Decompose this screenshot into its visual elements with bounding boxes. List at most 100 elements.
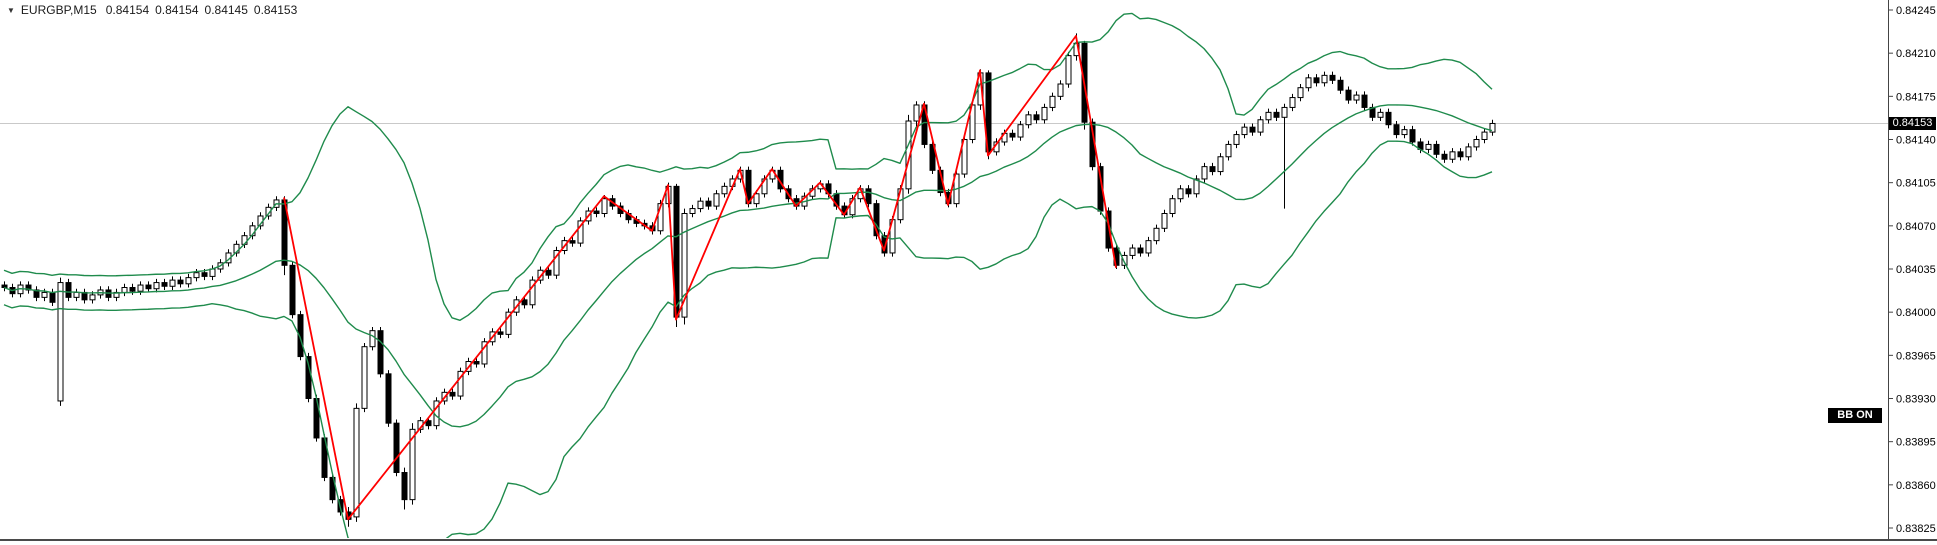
symbol-timeframe-label: EURGBP,M15 (20, 3, 97, 17)
candle-body (169, 279, 176, 287)
chart-header: ▼ EURGBP,M15 0.84154 0.84154 0.84145 0.8… (7, 3, 303, 17)
candle-body (1233, 134, 1240, 145)
candle-body (1385, 111, 1392, 126)
bollinger-bands (3, 12, 1493, 538)
candle-body (409, 428, 416, 501)
candle-body (961, 139, 968, 175)
candle-body (1473, 139, 1480, 148)
candle-body (1129, 247, 1136, 256)
candle-body (1329, 74, 1336, 81)
candle-body (1121, 254, 1128, 266)
candle-body (329, 476, 336, 501)
candle-body (1137, 247, 1144, 254)
axis-tick-label: 0.83930 (1896, 394, 1936, 406)
axis-tick-label: 0.83965 (1896, 350, 1936, 362)
candle-body (913, 104, 920, 122)
candle-body (1249, 126, 1256, 133)
quote-open: 0.84154 (105, 3, 150, 17)
candle-body (1161, 213, 1168, 229)
candle-body (1201, 166, 1208, 180)
candle-body (1457, 151, 1464, 158)
candle-body (1401, 129, 1408, 136)
candle-body (505, 311, 512, 335)
candle-body (137, 284, 144, 292)
axis-tick-label: 0.84070 (1896, 221, 1936, 233)
candle-body (1033, 114, 1040, 121)
bb-toggle-button[interactable]: BB ON (1828, 408, 1882, 423)
candle-body (1281, 106, 1288, 118)
candle-body (65, 282, 72, 298)
candle-body (1353, 94, 1360, 101)
candle-body (577, 220, 584, 244)
candle-body (1009, 132, 1016, 138)
candle-body (657, 203, 664, 232)
candle-body (193, 272, 200, 279)
candle-body (353, 407, 360, 518)
candle-body (1041, 106, 1048, 121)
candle-body (705, 200, 712, 207)
candle-body (1289, 97, 1296, 108)
candle-body (369, 330, 376, 348)
candle-body (185, 277, 192, 285)
zigzag-indicator (283, 35, 1117, 521)
candle-body (1017, 124, 1024, 138)
dropdown-caret-icon[interactable]: ▼ (7, 5, 15, 15)
candle-body (497, 331, 504, 335)
candle-body (289, 264, 296, 316)
candle-body (449, 391, 456, 397)
axis-tick-label: 0.83825 (1896, 523, 1936, 535)
axis-tick-label: 0.83860 (1896, 480, 1936, 492)
candle-body (153, 282, 160, 290)
candle-body (89, 294, 96, 301)
candle-body (1265, 111, 1272, 121)
candle-body (521, 299, 528, 306)
candle-body (201, 272, 208, 277)
candle-body (425, 420, 432, 427)
candle-body (1145, 240, 1152, 254)
candle-body (1169, 198, 1176, 214)
axis-tick-label: 0.83895 (1896, 437, 1936, 449)
candle-body (145, 284, 152, 290)
bottom-border (0, 539, 1937, 541)
candle-body (929, 143, 936, 171)
candle-body (1377, 111, 1384, 118)
candle-body (713, 193, 720, 207)
candle-body (689, 208, 696, 214)
candle-body (1025, 114, 1032, 126)
candle-body (473, 361, 480, 365)
candle-body (681, 213, 688, 318)
candle-body (41, 291, 48, 298)
axis-tick-label: 0.84000 (1896, 307, 1936, 319)
candle-body (1049, 95, 1056, 108)
candle-body (1345, 89, 1352, 101)
candle-body (1337, 79, 1344, 91)
candle-body (1409, 129, 1416, 143)
bollinger-upper-band (3, 12, 1493, 321)
candle-body (377, 330, 384, 375)
candle-body (873, 203, 880, 237)
candle-body (1305, 77, 1312, 89)
candle-body (73, 291, 80, 298)
current-price-label: 0.84153 (1889, 117, 1936, 130)
candle-body (1177, 188, 1184, 200)
candle-body (457, 370, 464, 397)
candle-body (1321, 74, 1328, 84)
price-scale[interactable]: 0.84245 0.84210 0.84175 0.84140 0.84105 0.840… (1888, 0, 1936, 540)
quote-close: 0.84153 (253, 3, 298, 17)
candle-body (177, 279, 184, 285)
candle-body (569, 240, 576, 244)
candle-body (1273, 111, 1280, 118)
candle-body (385, 373, 392, 424)
candle-body (1441, 153, 1448, 160)
candle-body (297, 314, 304, 358)
candle-body (1489, 122, 1496, 133)
candle-body (49, 291, 56, 303)
candle-body (265, 206, 272, 217)
candle-body (545, 269, 552, 276)
candle-body (1449, 151, 1456, 160)
candle-body (1153, 227, 1160, 242)
candle-body (481, 341, 488, 365)
candle-body (81, 291, 88, 301)
